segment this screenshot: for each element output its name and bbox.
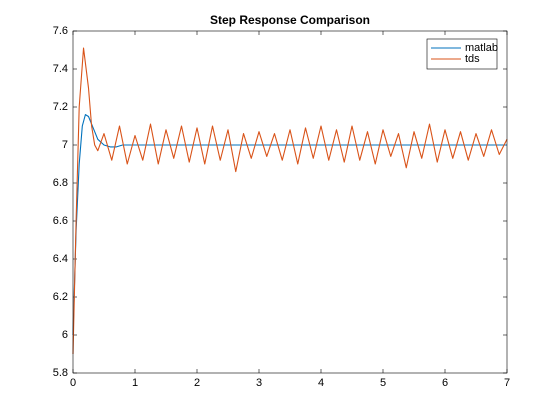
x-tick-label: 4 — [318, 377, 324, 389]
x-tick-label: 5 — [380, 377, 386, 389]
x-tick-label: 2 — [194, 377, 200, 389]
y-tick-label: 7.6 — [53, 25, 68, 37]
x-tick-label: 6 — [442, 377, 448, 389]
legend-box — [426, 38, 498, 70]
y-tick-label: 7.2 — [53, 101, 68, 113]
x-tick-label: 3 — [256, 377, 262, 389]
chart-title: Step Response Comparison — [210, 13, 370, 27]
x-tick-label: 0 — [70, 377, 76, 389]
y-tick-label: 7 — [62, 139, 68, 151]
y-tick-label: 5.8 — [53, 367, 68, 379]
y-tick-label: 6 — [62, 329, 68, 341]
y-tick-label: 6.6 — [53, 215, 68, 227]
x-tick-label: 1 — [132, 377, 138, 389]
plot-frame — [72, 30, 508, 374]
y-tick-label: 7.4 — [53, 63, 68, 75]
y-tick-label: 6.2 — [53, 291, 68, 303]
series-line — [72, 47, 508, 355]
y-tick-label: 6.8 — [53, 177, 68, 189]
y-tick-label: 6.4 — [53, 253, 68, 265]
legend-label: matlab — [465, 42, 498, 54]
legend-label: tds — [465, 53, 480, 65]
x-tick-label: 7 — [504, 377, 510, 389]
